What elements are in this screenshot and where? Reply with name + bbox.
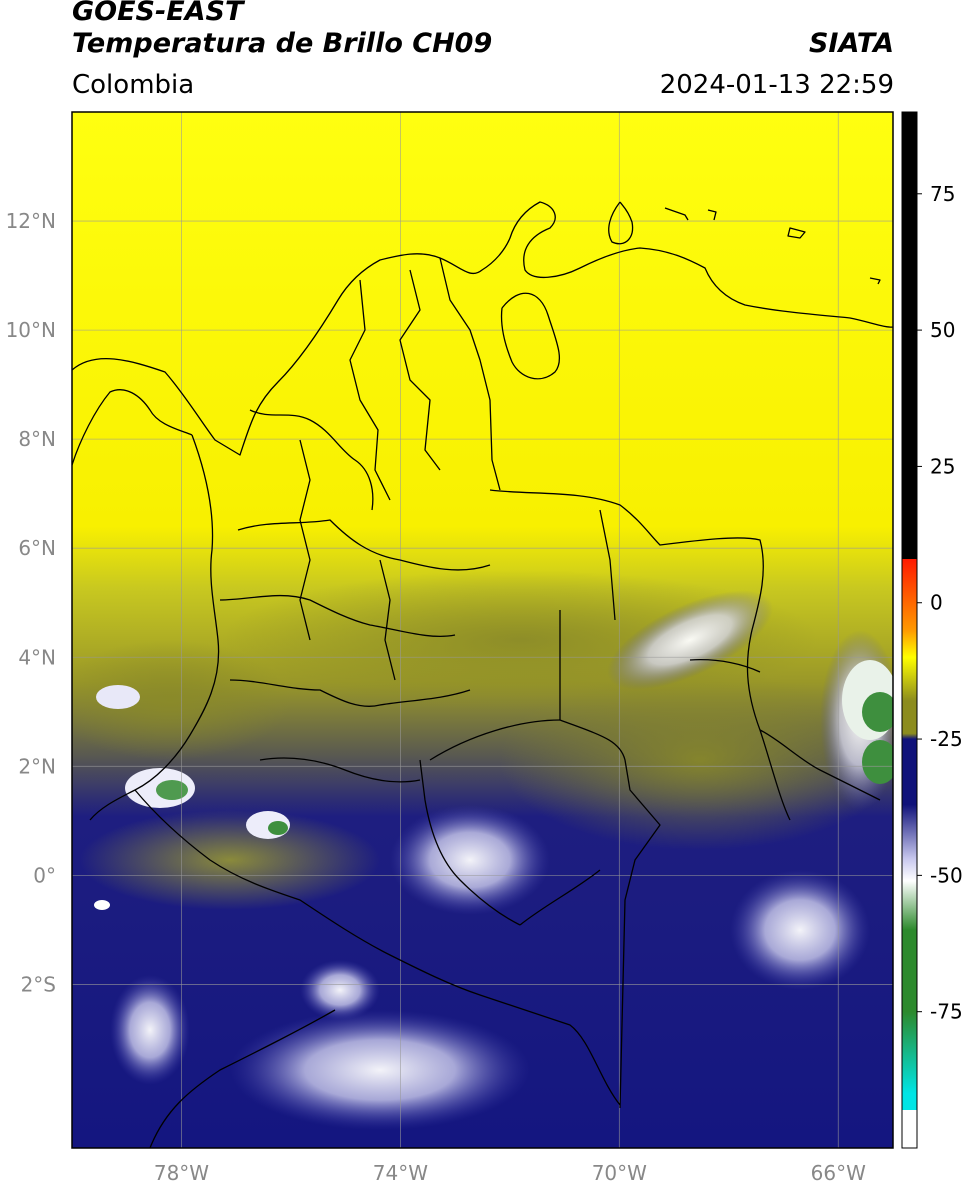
lon-tick-label: 74°W: [373, 1161, 428, 1185]
region-label: Colombia: [72, 70, 195, 100]
lat-tick-label: 2°S: [21, 972, 56, 996]
lon-tick-label: 70°W: [592, 1161, 647, 1185]
longitude-axis: 78°W 74°W 70°W 66°W: [154, 1161, 866, 1185]
lat-tick-label: 4°N: [18, 645, 56, 669]
satellite-title: GOES-EAST: [72, 0, 244, 27]
colorbar-tick-labels: 75 50 25 0 -25 -50 -75: [917, 182, 963, 1024]
lat-tick-label: 8°N: [18, 427, 56, 451]
latitude-axis: 12°N 10°N 8°N 6°N 4°N 2°N 0° 2°S: [6, 209, 56, 996]
lat-tick-label: 2°N: [18, 754, 56, 778]
colorbar-tick-label: 75: [930, 182, 955, 206]
colorbar: [901, 111, 918, 1149]
coastline-and-borders: [72, 201, 893, 1148]
brightness-temperature-field: [72, 112, 893, 1148]
colorbar-ramp: [902, 112, 917, 1148]
colorbar-tick-label: 50: [930, 318, 955, 342]
colorbar-tick-label: -75: [930, 1000, 963, 1024]
map-frame: [71, 111, 894, 1149]
colorbar-tick-label: 0: [930, 591, 943, 615]
colorbar-tick-label: 25: [930, 454, 955, 478]
lon-tick-label: 66°W: [811, 1161, 866, 1185]
colorbar-frame: [901, 111, 918, 1149]
lat-tick-label: 0°: [33, 863, 56, 887]
organization-label: SIATA: [808, 28, 894, 59]
graticule: [72, 112, 893, 1148]
timestamp-label: 2024-01-13 22:59: [659, 70, 894, 100]
lat-tick-label: 10°N: [6, 318, 56, 342]
product-title: Temperatura de Brillo CH09: [72, 28, 493, 59]
colorbar-tick-label: -25: [930, 727, 963, 751]
lon-tick-label: 78°W: [154, 1161, 209, 1185]
colorbar-tick-label: -50: [930, 863, 963, 887]
lat-tick-label: 6°N: [18, 536, 56, 560]
lat-tick-label: 12°N: [6, 209, 56, 233]
